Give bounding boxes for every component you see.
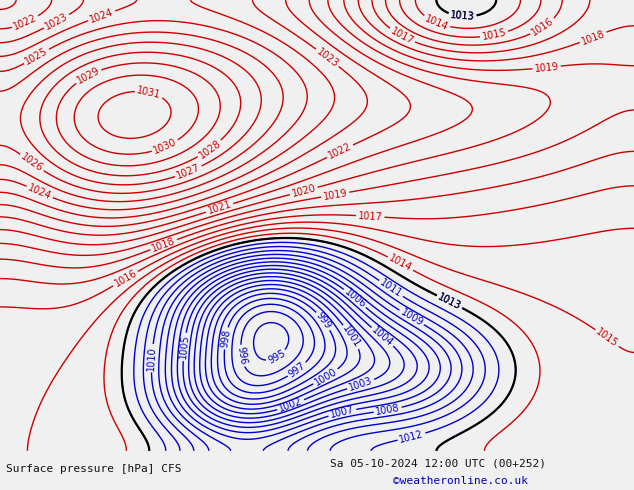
- Text: 1026: 1026: [19, 151, 45, 174]
- Text: 1011: 1011: [378, 278, 404, 299]
- Text: 1013: 1013: [450, 10, 475, 22]
- Text: 1017: 1017: [358, 211, 383, 222]
- Text: 1023: 1023: [314, 46, 340, 69]
- Text: 1010: 1010: [146, 345, 158, 371]
- Text: 1016: 1016: [112, 268, 139, 289]
- Text: 1014: 1014: [424, 13, 450, 32]
- Text: 1003: 1003: [347, 376, 374, 393]
- Text: 1021: 1021: [206, 199, 233, 217]
- Text: 1017: 1017: [389, 25, 415, 46]
- Text: Surface pressure [hPa] CFS: Surface pressure [hPa] CFS: [6, 465, 182, 474]
- Text: 1004: 1004: [370, 325, 395, 348]
- Text: 1009: 1009: [398, 307, 425, 328]
- Text: 1019: 1019: [534, 61, 559, 74]
- Text: 999: 999: [314, 311, 333, 331]
- Text: 1031: 1031: [136, 85, 162, 100]
- Text: 1024: 1024: [26, 183, 53, 201]
- Text: 1001: 1001: [340, 324, 363, 350]
- Text: 1024: 1024: [88, 7, 115, 24]
- Text: 995: 995: [266, 348, 287, 366]
- Text: 1013: 1013: [436, 292, 463, 312]
- Text: ©weatheronline.co.uk: ©weatheronline.co.uk: [393, 476, 528, 486]
- Text: 1018: 1018: [150, 236, 177, 254]
- Text: 1008: 1008: [375, 403, 401, 417]
- Text: 1015: 1015: [594, 327, 620, 349]
- Text: 1016: 1016: [530, 16, 556, 38]
- Text: 1022: 1022: [12, 13, 39, 32]
- Text: 1000: 1000: [313, 367, 339, 388]
- Text: Sa 05-10-2024 12:00 UTC (00+252): Sa 05-10-2024 12:00 UTC (00+252): [330, 458, 546, 468]
- Text: 1027: 1027: [175, 163, 202, 181]
- Text: 997: 997: [287, 360, 307, 379]
- Text: 1014: 1014: [387, 253, 413, 274]
- Text: 1013: 1013: [450, 10, 475, 22]
- Text: 1013: 1013: [436, 292, 463, 312]
- Text: 1007: 1007: [329, 405, 356, 420]
- Text: 1030: 1030: [152, 137, 179, 156]
- Text: 1025: 1025: [23, 46, 49, 67]
- Text: 1002: 1002: [278, 396, 304, 414]
- Text: 996: 996: [235, 346, 248, 366]
- Text: 1005: 1005: [178, 334, 191, 360]
- Text: 1020: 1020: [290, 183, 317, 199]
- Text: 1023: 1023: [43, 11, 70, 32]
- Text: 1018: 1018: [580, 28, 606, 47]
- Text: 1015: 1015: [481, 27, 507, 42]
- Text: 1028: 1028: [197, 138, 223, 160]
- Text: 1022: 1022: [327, 141, 353, 161]
- Text: 1019: 1019: [322, 188, 348, 201]
- Text: 1029: 1029: [75, 66, 101, 86]
- Text: 998: 998: [219, 328, 232, 348]
- Text: 1012: 1012: [398, 429, 425, 445]
- Text: 1006: 1006: [342, 287, 368, 310]
